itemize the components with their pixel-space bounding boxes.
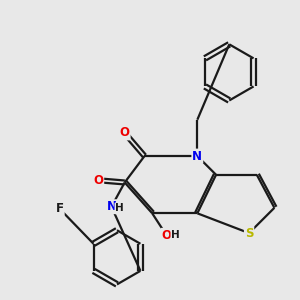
Text: H: H <box>171 230 180 240</box>
Text: S: S <box>245 226 253 240</box>
Text: O: O <box>120 126 130 140</box>
Text: F: F <box>56 202 64 215</box>
Text: O: O <box>93 174 103 187</box>
Text: N: N <box>192 150 202 163</box>
Text: N: N <box>106 200 116 213</box>
Text: O: O <box>161 229 172 242</box>
Text: H: H <box>116 203 124 213</box>
